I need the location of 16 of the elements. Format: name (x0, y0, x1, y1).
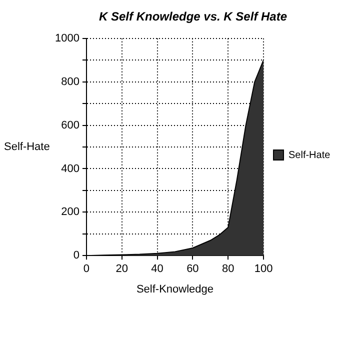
x-tick-label: 20 (116, 263, 128, 276)
y-tick-label: 0 (73, 250, 80, 262)
x-tick-label: 60 (186, 263, 199, 276)
y-tick-label: 400 (61, 162, 80, 175)
y-tick-label: 200 (61, 206, 80, 218)
x-tick-label: 100 (254, 263, 273, 276)
y-tick-label: 800 (61, 76, 80, 88)
legend-label: Self-Hate (288, 150, 331, 161)
x-tick-label: 40 (151, 263, 164, 276)
x-tick-label: 0 (83, 263, 90, 276)
y-axis-title: Self-Hate (4, 141, 50, 154)
y-tick-label: 1000 (54, 32, 80, 44)
x-tick-label: 80 (222, 263, 234, 276)
x-axis-title: Self-Knowledge (136, 283, 214, 296)
y-tick-label: 600 (61, 119, 80, 132)
chart-title: K Self Knowledge vs. K Self Hate (98, 10, 288, 24)
